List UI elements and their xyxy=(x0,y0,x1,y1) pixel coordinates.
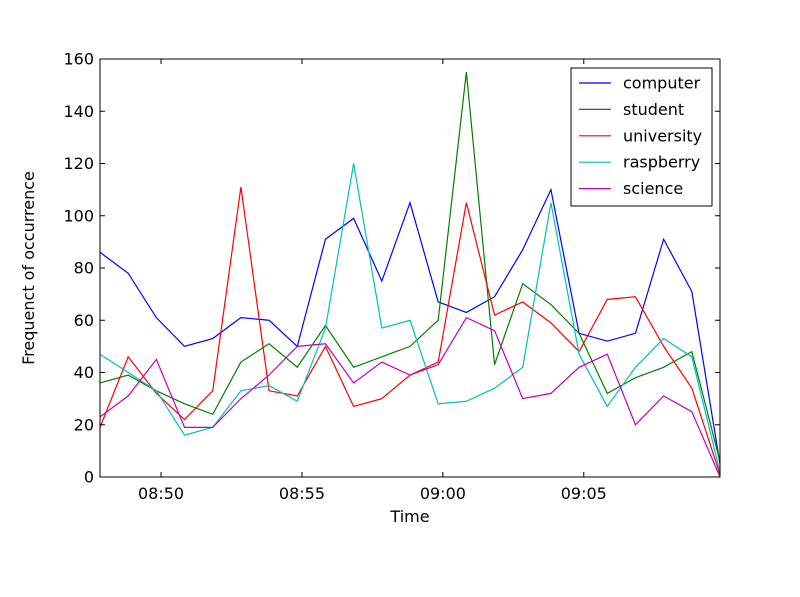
x-tick-label: 09:05 xyxy=(561,484,607,503)
y-tick-label: 20 xyxy=(74,415,94,434)
y-tick-label: 80 xyxy=(74,259,94,278)
series-lines xyxy=(99,71,721,478)
series-line-university xyxy=(99,186,721,475)
x-tick-label: 08:50 xyxy=(138,484,184,503)
x-tick-label: 09:00 xyxy=(420,484,466,503)
x-axis-ticks: 08:50 08:55 09:00 09:05 xyxy=(138,59,607,503)
legend-label-raspberry: raspberry xyxy=(623,153,700,172)
series-line-computer xyxy=(99,187,721,465)
y-tick-label: 60 xyxy=(74,311,94,330)
legend-label-university: university xyxy=(623,126,702,145)
x-tick-label: 08:55 xyxy=(279,484,325,503)
y-axis-ticks: 0 20 40 60 80 100 120 140 160 xyxy=(63,50,720,487)
y-tick-label: 140 xyxy=(63,102,94,121)
y-tick-label: 160 xyxy=(63,50,94,69)
legend-label-science: science xyxy=(623,179,683,198)
y-tick-label: 120 xyxy=(63,154,94,173)
y-axis-label: Frequenct of occurrence xyxy=(19,171,38,365)
series-line-student xyxy=(99,71,721,462)
legend-label-student: student xyxy=(623,100,684,119)
y-tick-label: 0 xyxy=(84,468,94,487)
series-line-raspberry xyxy=(99,163,721,472)
x-axis-label: Time xyxy=(389,507,429,526)
legend: computer student university raspberry scienc… xyxy=(570,67,713,207)
series-line-science xyxy=(99,316,721,478)
legend-label-computer: computer xyxy=(623,74,701,93)
y-tick-label: 40 xyxy=(74,363,94,382)
legend-box xyxy=(570,67,713,207)
y-tick-label: 100 xyxy=(63,206,94,225)
